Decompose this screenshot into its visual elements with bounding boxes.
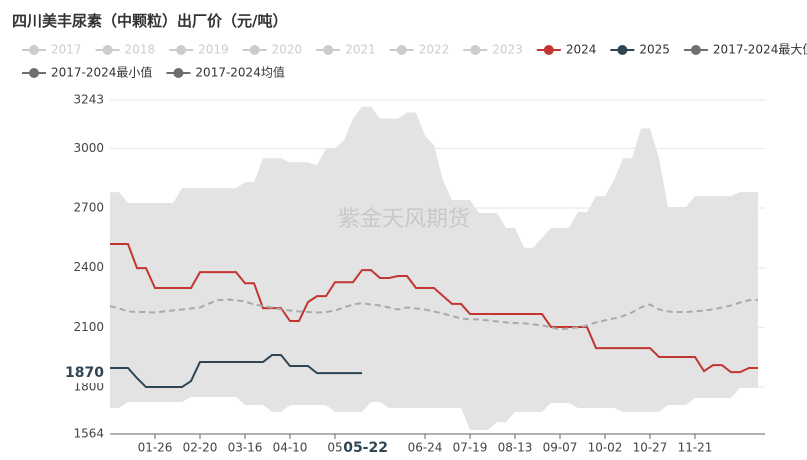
legend-marker <box>176 45 187 55</box>
legend-marker <box>470 45 481 55</box>
x-tick-label: 10-02 <box>588 441 623 455</box>
range-band <box>110 106 758 431</box>
legend-item[interactable]: 2020 <box>242 43 303 57</box>
crosshair-y-label: 1870 <box>65 365 104 381</box>
x-tick-label: 11-21 <box>678 441 713 455</box>
legend-item[interactable]: 2025 <box>610 43 670 57</box>
crosshair-x-box <box>341 436 390 458</box>
legend-label: 2021 <box>345 43 376 57</box>
x-tick-label: 09-07 <box>543 441 578 455</box>
y-tick-label: 2400 <box>73 260 104 274</box>
legend-item[interactable]: 2023 <box>463 43 523 57</box>
series-line <box>109 298 758 331</box>
legend-marker <box>396 45 407 55</box>
legend-item[interactable]: 2021 <box>316 43 376 57</box>
legend-item[interactable]: 2018 <box>95 43 156 57</box>
y-tick-label: 2100 <box>73 320 104 334</box>
legend-marker <box>29 68 39 78</box>
legend-marker <box>102 45 113 55</box>
band-layer <box>110 99 765 435</box>
legend-label: 2020 <box>272 43 303 57</box>
legend-label: 2022 <box>419 43 450 57</box>
legend-item[interactable]: 2019 <box>169 43 229 57</box>
legend-marker <box>617 45 628 55</box>
x-tick-label: 01-26 <box>138 441 173 455</box>
x-tick-label: 06-24 <box>408 441 443 455</box>
legend-marker <box>690 45 701 55</box>
legend-item[interactable]: 2024 <box>536 43 597 57</box>
series-line <box>110 354 362 389</box>
legend-marker <box>29 45 39 55</box>
legend-marker <box>249 45 260 55</box>
y-tick-label: 1564 <box>73 427 104 441</box>
legend-marker <box>323 45 334 55</box>
legend-item[interactable]: 2017 <box>22 43 82 57</box>
x-tick-label: 07-19 <box>453 441 488 455</box>
legend-label: 2018 <box>125 43 156 57</box>
x-tick-label: 04-10 <box>273 441 308 455</box>
legend-label: 2023 <box>492 43 523 57</box>
legend-item[interactable]: 2017-2024最小值 <box>22 65 152 80</box>
legend-label: 2017-2024最小值 <box>51 65 152 80</box>
legend-label: 2017-2024均值 <box>195 65 284 80</box>
legend-marker <box>173 68 184 78</box>
x-tick-label: 03-16 <box>228 441 263 455</box>
legend-label: 2017-2024最大值 <box>713 42 807 57</box>
y-tick-label: 3243 <box>73 93 104 107</box>
legend-marker <box>543 45 554 55</box>
watermark: 紫金天风期货 <box>338 207 470 232</box>
legend-item[interactable]: 2017-2024最大值 <box>683 42 807 57</box>
crosshair-y-box <box>66 363 108 384</box>
legend-label: 2017 <box>51 43 82 57</box>
y-tick-label: 3000 <box>73 141 104 155</box>
legend-label: 2025 <box>639 43 670 57</box>
x-tick-label: 08-13 <box>498 441 533 455</box>
legend-label: 2024 <box>566 43 597 57</box>
legend-item[interactable]: 2017-2024均值 <box>166 65 285 80</box>
chart-title: 四川美丰尿素（中颗粒）出厂价（元/吨） <box>12 12 287 30</box>
legend-label: 2019 <box>198 43 229 57</box>
x-tick-label: 02-20 <box>183 441 218 455</box>
y-tick-label: 2700 <box>73 201 104 215</box>
series-line <box>110 243 758 374</box>
x-tick-label: 10-27 <box>633 441 668 455</box>
crosshair-x-label: 05-22 <box>343 440 388 456</box>
legend-item[interactable]: 2022 <box>389 43 450 57</box>
x-tick-label: 05 <box>327 441 342 455</box>
